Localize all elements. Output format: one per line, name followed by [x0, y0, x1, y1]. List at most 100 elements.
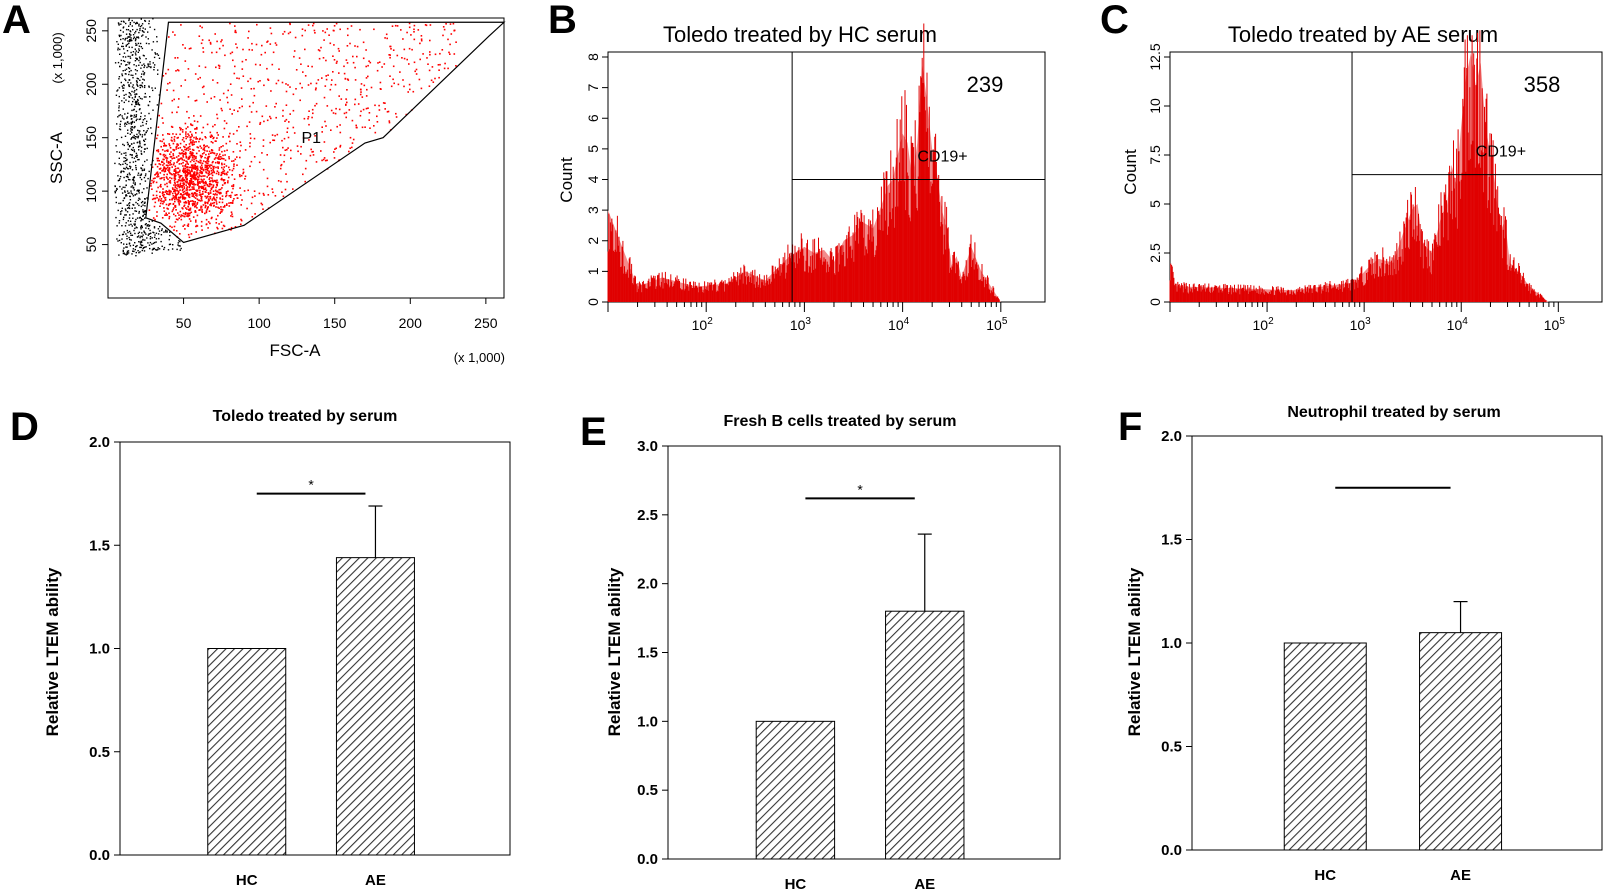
scatter-point-ungated — [123, 152, 125, 154]
scatter-point-ungated — [118, 109, 120, 112]
scatter-point-gated — [333, 59, 336, 61]
scatter-point-ungated — [145, 131, 147, 134]
scatter-point-gated — [203, 178, 205, 181]
scatter-point-gated — [274, 195, 277, 197]
scatter-point-gated — [280, 163, 283, 166]
scatter-point-ungated — [144, 223, 147, 226]
scatter-point-gated — [208, 210, 211, 212]
scatter-point-gated — [354, 45, 356, 47]
scatter-point-gated — [187, 156, 190, 159]
scatter-point-gated — [224, 204, 226, 207]
scatter-point-gated — [192, 173, 195, 175]
scatter-point-gated — [174, 195, 176, 198]
scatter-point-gated — [320, 150, 322, 152]
scatter-point-gated — [365, 107, 368, 110]
scatter-point-gated — [204, 149, 206, 152]
scatter-point-ungated — [141, 225, 143, 228]
scatter-point-gated — [206, 160, 208, 162]
scatter-point-gated — [321, 126, 323, 128]
scatter-point-gated — [298, 57, 301, 59]
scatter-point-gated — [255, 43, 258, 46]
scatter-point-gated — [285, 118, 288, 121]
x-tick-label: 200 — [399, 315, 423, 331]
scatter-point-ungated — [131, 149, 134, 151]
scatter-point-ungated — [128, 73, 130, 76]
scatter-point-gated — [218, 207, 220, 209]
scatter-point-ungated — [131, 131, 133, 134]
scatter-point-ungated — [126, 116, 129, 118]
scatter-point-gated — [156, 134, 159, 137]
scatter-point-gated — [449, 23, 452, 25]
scatter-point-gated — [191, 135, 193, 137]
scatter-point-gated — [275, 102, 277, 105]
scatter-point-gated — [345, 59, 348, 61]
scatter-point-gated — [168, 203, 171, 205]
scatter-point-gated — [193, 143, 195, 146]
scatter-point-gated — [247, 189, 249, 192]
scatter-point-ungated — [141, 121, 144, 124]
scatter-point-gated — [325, 75, 327, 77]
scatter-point-gated — [206, 168, 209, 171]
scatter-point-ungated — [125, 28, 128, 31]
scatter-point-gated — [191, 183, 194, 185]
scatter-point-gated — [182, 165, 184, 167]
scatter-point-gated — [214, 161, 217, 164]
scatter-point-gated — [217, 214, 219, 217]
scatter-point-gated — [196, 195, 198, 197]
scatter-point-gated — [334, 148, 336, 150]
scatter-point-ungated — [143, 31, 145, 33]
scatter-point-gated — [227, 180, 229, 182]
scatter-point-gated — [354, 98, 357, 101]
scatter-point-ungated — [139, 241, 142, 243]
scatter-point-gated — [289, 113, 291, 115]
scatter-point-gated — [190, 123, 192, 125]
scatter-point-gated — [212, 169, 215, 172]
scatter-point-gated — [183, 187, 186, 190]
scatter-point-ungated — [145, 42, 148, 45]
scatter-point-gated — [198, 209, 200, 211]
scatter-point-ungated — [126, 204, 129, 206]
scatter-point-gated — [221, 163, 223, 166]
scatter-point-gated — [165, 164, 168, 167]
scatter-point-gated — [225, 142, 228, 145]
scatter-point-ungated — [126, 141, 129, 144]
scatter-point-gated — [406, 58, 408, 61]
scatter-point-ungated — [121, 115, 123, 117]
scatter-point-gated — [151, 188, 153, 190]
scatter-point-gated — [187, 214, 189, 216]
scatter-point-gated — [270, 32, 273, 35]
scatter-point-gated — [167, 133, 169, 135]
scatter-point-ungated — [136, 100, 138, 103]
scatter-point-ungated — [143, 86, 146, 89]
scatter-point-gated — [205, 136, 207, 139]
scatter-point-gated — [183, 159, 185, 162]
scatter-point-gated — [221, 227, 224, 230]
scatter-point-gated — [155, 137, 158, 140]
scatter-point-gated — [190, 174, 192, 176]
scatter-point-ungated — [138, 64, 140, 66]
scatter-point-gated — [177, 200, 180, 202]
scatter-point-gated — [233, 72, 236, 75]
scatter-point-ungated — [141, 35, 143, 37]
scatter-point-gated — [196, 120, 199, 123]
scatter-point-gated — [325, 78, 328, 81]
scatter-point-gated — [185, 149, 187, 151]
scatter-point-gated — [277, 180, 280, 182]
scatter-point-ungated — [127, 220, 129, 222]
scatter-point-gated — [220, 206, 222, 208]
scatter-point-ungated — [142, 211, 145, 213]
scatter-point-gated — [185, 193, 188, 195]
scatter-point-gated — [212, 160, 214, 163]
scatter-point-gated — [159, 191, 161, 193]
scatter-point-ungated — [132, 178, 135, 181]
scatter-point-ungated — [123, 101, 125, 104]
scatter-point-gated — [208, 185, 210, 188]
scatter-point-gated — [206, 150, 208, 152]
scatter-point-gated — [177, 218, 179, 221]
scatter-point-ungated — [139, 130, 141, 132]
scatter-point-gated — [178, 186, 181, 189]
scatter-point-gated — [176, 137, 179, 139]
scatter-point-gated — [447, 38, 449, 41]
scatter-point-gated — [248, 48, 251, 51]
scatter-point-gated — [187, 212, 189, 215]
